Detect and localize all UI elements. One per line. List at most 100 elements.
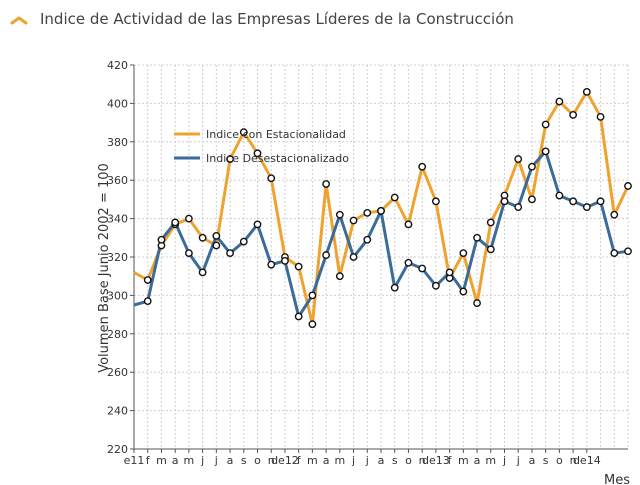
data-point-series-2 (445, 268, 454, 277)
data-point-series-1 (308, 320, 317, 329)
y-tick-label: 340 (107, 213, 128, 226)
data-point-series-1 (294, 262, 303, 271)
data-point-series-2 (226, 249, 234, 258)
x-tick-label: s (543, 454, 549, 467)
data-point-series-2 (281, 256, 289, 265)
data-point-series-2 (212, 231, 221, 240)
chevron-up-icon (10, 16, 28, 25)
axes (130, 64, 628, 453)
x-tick-label: f (146, 454, 151, 467)
y-tick-label: 380 (107, 136, 128, 149)
x-tick-label: o (405, 454, 412, 467)
data-point-series-2 (528, 162, 536, 171)
y-tick-label: 400 (107, 97, 128, 110)
data-point-series-1 (473, 299, 481, 307)
y-tick-label: 240 (107, 405, 128, 418)
x-tick-label: e11 (124, 454, 145, 467)
data-point-series-2 (157, 235, 166, 244)
data-point-series-1 (528, 195, 536, 204)
data-point-series-1 (459, 249, 468, 258)
chart-header: Indice de Actividad de las Empresas Líde… (0, 0, 640, 40)
y-tick-label: 260 (107, 366, 128, 379)
data-point-series-1 (253, 149, 262, 158)
data-point-series-1 (555, 97, 564, 106)
data-point-series-2 (308, 291, 317, 300)
data-point-series-1 (198, 233, 207, 242)
data-point-series-2 (267, 260, 276, 269)
x-tick-label: o (556, 454, 563, 467)
chart-title: Indice de Actividad de las Empresas Líde… (40, 10, 514, 28)
x-tick-label: j (351, 454, 355, 467)
x-tick-label: a (227, 454, 234, 467)
data-point-series-1 (514, 155, 523, 163)
data-point-series-2 (555, 191, 564, 200)
data-point-series-1 (582, 87, 591, 96)
x-tick-label: n (570, 454, 577, 467)
x-tick-label: a (378, 454, 385, 467)
data-point-series-2 (294, 312, 303, 321)
data-point-series-2 (624, 247, 632, 256)
data-point-series-2 (610, 249, 619, 258)
data-point-series-2 (569, 197, 578, 206)
data-point-series-1 (363, 208, 372, 217)
data-point-series-1 (212, 241, 221, 250)
data-point-series-2 (514, 203, 523, 211)
data-point-series-2 (253, 220, 262, 229)
legend-label-2: Indice Desestacionalizado (206, 152, 349, 165)
x-tick-label: f (297, 454, 302, 467)
x-tick-label: a (529, 454, 536, 467)
legend-label-1: Indice con Estacionalidad (206, 128, 346, 141)
data-point-series-2 (322, 251, 331, 259)
data-point-series-2 (431, 281, 440, 290)
data-point-series-2 (582, 203, 591, 211)
data-point-series-2 (459, 287, 468, 296)
x-tick-label: a (474, 454, 481, 467)
data-point-series-1 (610, 210, 619, 219)
x-tick-label: m (458, 454, 469, 467)
series-layer (133, 87, 632, 329)
x-tick-label: m (334, 454, 345, 467)
x-tick-label: s (392, 454, 398, 467)
data-point-series-1 (418, 162, 427, 171)
data-point-series-1 (596, 112, 605, 121)
data-point-series-2 (418, 264, 427, 273)
data-point-series-2 (171, 218, 180, 227)
data-point-series-2 (541, 147, 550, 156)
x-tick-label: de14 (573, 454, 601, 467)
data-point-series-2 (239, 237, 248, 246)
x-tick-label: m (485, 454, 496, 467)
y-tick-label: 220 (107, 443, 128, 456)
data-point-series-2 (198, 268, 207, 277)
data-point-series-2 (363, 235, 372, 244)
y-tick-label: 320 (107, 251, 128, 264)
x-tick-label: f (448, 454, 453, 467)
legend: Indice con Estacionalidad Indice Desestac… (174, 128, 349, 165)
data-point-series-1 (322, 180, 331, 188)
data-point-series-1 (486, 218, 495, 227)
data-point-series-2 (486, 245, 495, 254)
data-point-series-1 (404, 220, 413, 229)
data-point-series-2 (404, 258, 413, 267)
x-tick-label: m (184, 454, 195, 467)
data-point-series-2 (335, 210, 344, 219)
data-point-series-1 (569, 111, 578, 119)
x-tick-label: j (214, 454, 218, 467)
x-tick-label: n (419, 454, 426, 467)
data-point-series-1 (143, 276, 152, 284)
x-tick-label: o (254, 454, 261, 467)
x-tick-label: j (502, 454, 506, 467)
x-tick-label: j (200, 454, 204, 467)
y-tick-label: 280 (107, 328, 128, 341)
data-point-series-2 (596, 197, 605, 206)
x-tick-label: a (323, 454, 330, 467)
data-point-series-2 (377, 207, 385, 215)
x-tick-label: m (156, 454, 167, 467)
data-point-series-1 (541, 120, 550, 129)
data-point-series-1 (624, 182, 632, 190)
data-point-series-2 (143, 297, 152, 306)
data-point-series-1 (390, 193, 399, 202)
data-point-series-1 (184, 214, 193, 223)
data-point-series-2 (473, 233, 481, 242)
